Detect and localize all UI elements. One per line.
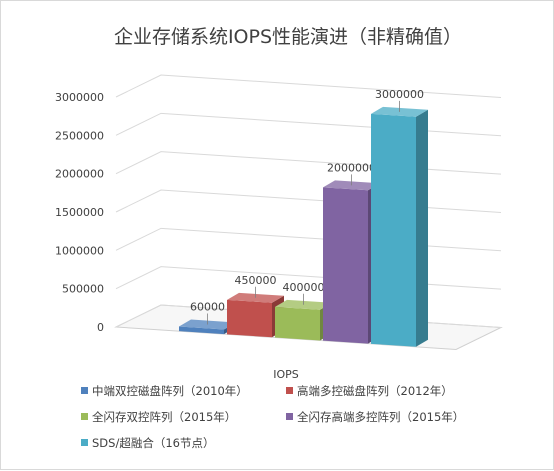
chart-title: 企业存储系统IOPS性能演进（非精确值） [114,26,462,48]
legend-label: 高端多控磁盘阵列（2012年） [297,384,453,398]
bar-front [371,113,416,347]
bar-front [323,187,368,344]
bar-front [275,306,320,341]
legend-item: 中端双控磁盘阵列（2010年） [81,384,248,398]
y-tick-label: 2500000 [55,129,104,142]
bar-front [179,326,224,335]
legend-label: SDS/超融合（16节点） [92,436,214,450]
y-tick-label: 2000000 [55,168,104,181]
bar-side [416,109,428,347]
legend-swatch [286,413,293,420]
gridline [115,151,502,175]
y-tick-label: 1500000 [55,206,104,219]
legend-swatch [81,439,88,446]
legend-swatch [81,413,88,420]
legend: 中端双控磁盘阵列（2010年） 高端多控磁盘阵列（2012年） 全闪存双控阵列（20… [81,384,464,450]
legend-label: 全闪存高端多控阵列（2015年） [297,410,464,424]
data-label: 60000 [190,301,225,314]
y-tick-label: 1000000 [55,244,104,257]
legend-item: 全闪存高端多控阵列（2015年） [286,410,464,424]
data-label: 450000 [235,274,277,287]
y-tick-label: 0 [97,321,104,334]
legend-swatch [286,387,293,394]
legend-item: 全闪存双控阵列（2015年） [81,410,236,424]
legend-swatch [81,387,88,394]
data-label: 3000000 [375,88,424,101]
legend-label: 中端双控磁盘阵列（2010年） [92,384,248,398]
gridline [115,189,502,213]
data-label: 2000000 [327,161,376,174]
legend-item: 高端多控磁盘阵列（2012年） [286,384,453,398]
gridline [115,74,502,98]
gridline [115,112,502,137]
bar-top [179,319,236,330]
legend-item: SDS/超融合（16节点） [81,436,214,450]
x-axis-category-labels: IOPS [273,368,299,381]
y-tick-label: 3000000 [55,91,104,104]
y-tick-label: 500000 [62,283,104,296]
y-axis-tick-labels: 0 500000 1000000 1500000 2000000 2500000 30000… [55,91,104,334]
data-label: 400000 [283,281,325,294]
gridline [115,227,502,252]
x-category-label: IOPS [273,368,299,381]
gridlines [115,74,502,328]
bar-front [227,299,272,338]
bars: 60000 450000 400000 2000000 3000000 [179,88,428,347]
legend-label: 全闪存双控阵列（2015年） [92,410,236,424]
